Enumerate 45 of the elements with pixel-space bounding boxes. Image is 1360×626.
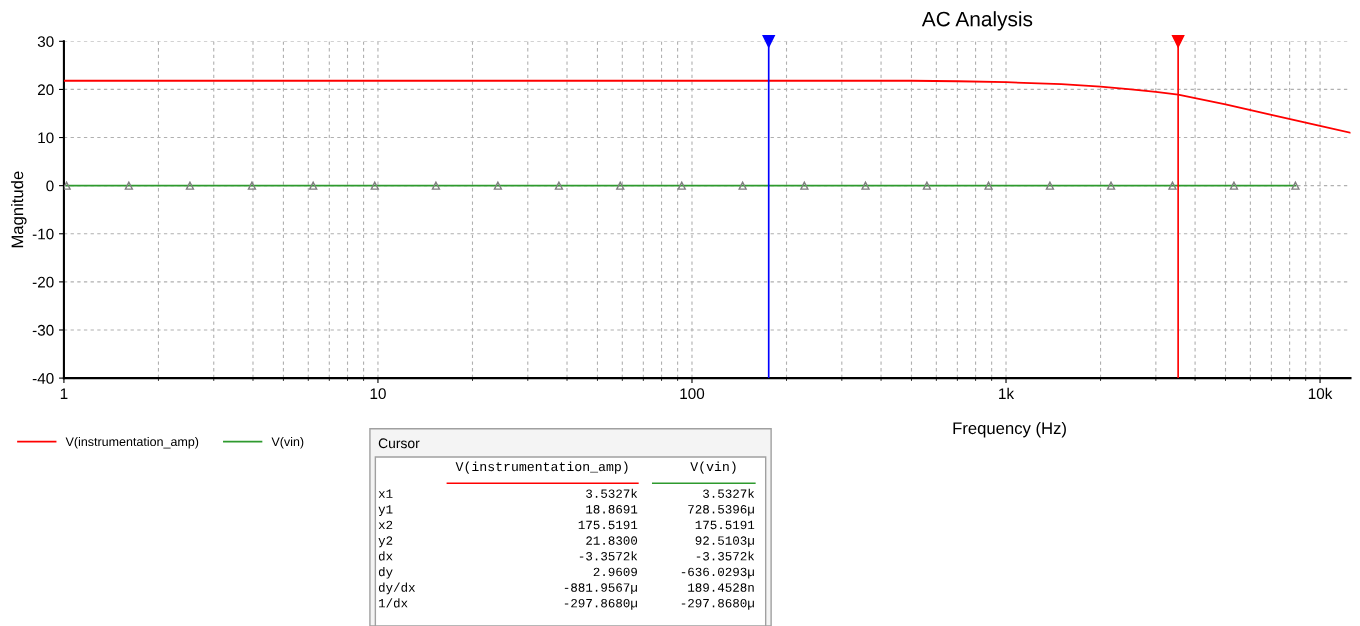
text: 18.8691 [586, 505, 638, 514]
legend-label: V(vin) [271, 436, 304, 449]
text: 92.5103µ [695, 536, 754, 548]
text: 3.5327k [586, 488, 638, 498]
text: -3.3572k [696, 551, 755, 561]
text: -297.8680µ [564, 598, 637, 610]
text: dy [378, 566, 393, 579]
legend-label: V(instrumentation_amp) [65, 436, 199, 449]
x-tick-label: 1k [999, 387, 1015, 399]
text: -3.3572k [579, 551, 638, 561]
y-tick-label: 20 [37, 84, 54, 96]
text: 728.5396µ [688, 505, 754, 516]
text: 175.5191 [578, 520, 638, 530]
text: -881.9567µ [564, 583, 637, 595]
y-tick-label: -30 [32, 324, 54, 336]
x-tick-label: 10k [1308, 387, 1333, 400]
text: x2 [378, 520, 393, 530]
text: 175.5191 [695, 520, 755, 530]
x-tick-label: 100 [680, 388, 705, 400]
text: y2 [378, 536, 393, 548]
x-tick-label: 10 [370, 388, 386, 400]
text: -297.8680µ [681, 598, 754, 610]
text: Cursor [378, 438, 420, 449]
y-axis-title: Magnitude [11, 171, 27, 248]
text: dy/dx [378, 582, 415, 595]
text: 21.8300 [586, 536, 638, 545]
y-tick-label: -20 [32, 276, 54, 288]
text: dx [378, 551, 393, 561]
text: y1 [378, 505, 393, 517]
x-axis-title: Frequency (Hz) [953, 421, 1066, 438]
x-tick-label: 1 [60, 388, 68, 399]
text: 2.9609 [593, 567, 637, 577]
text: 189.4528n [688, 583, 754, 592]
y-tick-label: -40 [32, 372, 54, 384]
y-tick-label: 10 [38, 132, 54, 144]
text: -636.0293µ [681, 567, 754, 579]
chart-title: AC Analysis [921, 11, 1033, 31]
text: V(vin) [690, 461, 736, 474]
text: 3.5327k [703, 488, 755, 498]
y-tick-label: 30 [37, 36, 54, 47]
y-tick-label: -10 [32, 228, 54, 240]
y-tick-label: 0 [46, 180, 54, 192]
text: V(instrumentation_amp) [455, 461, 628, 474]
text: x1 [378, 489, 393, 498]
text: 1/dx [378, 598, 408, 608]
